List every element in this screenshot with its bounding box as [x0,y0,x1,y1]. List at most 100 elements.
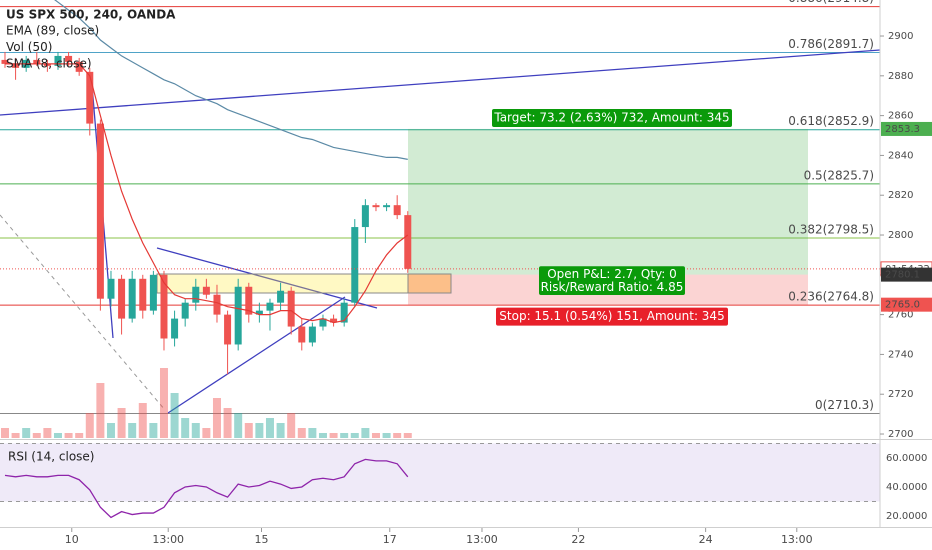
ema-line [54,0,408,160]
volume-bar [202,428,211,438]
volume-bar [234,413,243,438]
rsi-label: RSI (14, close) [8,450,94,464]
x-tick-label: 13:00 [781,533,813,546]
volume-bar [361,428,370,438]
price-box [881,297,932,312]
volume-bar [43,428,52,438]
status-label: Risk/Reward Ratio: 4.85 [541,280,684,294]
price-pane [0,0,880,438]
candle-body [128,278,136,319]
volume-bar [223,408,232,438]
candle-body [255,310,263,315]
candle-body [96,123,104,299]
volume-bar [85,413,94,438]
fib-label: 0.5(2825.7) [804,168,874,182]
candle-body [393,205,401,216]
candle-body [171,318,179,339]
candle-body [266,302,274,311]
volume-bar [96,383,105,438]
volume-bar [308,428,317,438]
volume-bar [22,428,31,438]
candle-body [361,205,369,228]
price-box [881,267,932,282]
candle-body [65,55,73,62]
x-tick-label: 22 [571,533,585,546]
volume-bar [75,433,84,438]
candle-body [149,274,157,311]
fib-label: 0.786(2891.7) [788,37,874,51]
rsi-line [4,458,409,519]
indicator-label: Vol (50) [6,40,52,54]
y-tick-label: 2820 [888,190,913,201]
volume-bar [276,423,285,438]
dashed-line [0,214,166,411]
volume-bar [329,433,338,438]
chart-title: US SPX 500, 240, OANDA [6,8,176,22]
volume-bar [181,418,190,438]
candle-body [298,326,306,343]
volume-bar [382,433,391,438]
y-tick-label: 2800 [888,230,913,241]
overlay: 0.886(2914.8) 0.786(2891.7) 0.618(2852.9) 0… [6,0,932,464]
candle-body [234,286,242,345]
volume-bar [403,433,412,438]
volume-bar [255,423,264,438]
y-tick-label: 2740 [888,349,913,360]
candle-body [118,278,126,319]
x-tick-label: 24 [699,533,713,546]
candle-body [202,286,210,295]
volume-bar [0,428,9,438]
rsi-tick-label: 20.0000 [886,511,927,522]
target-zone [408,128,808,275]
triangle-line [167,296,346,414]
candle-body [139,278,147,311]
volume-bar [340,433,349,438]
y-tick-label: 2840 [888,150,913,161]
volume-bar [318,433,327,438]
fib-label: 0.236(2764.8) [788,290,874,304]
candle-body [54,55,62,66]
price-box-label: 2780.1 [885,270,920,281]
volume-bar [297,428,306,438]
volume-bar [53,433,62,438]
position-label-box [539,266,685,296]
volume-bar [128,423,137,438]
price-box-label: 2853.3 [885,124,920,135]
y-tick-label: 2880 [888,71,913,82]
x-tick-label: 17 [383,533,397,546]
volume-bar [117,408,126,438]
candle-body [287,290,295,327]
candle-body [213,294,221,315]
candle-body [1,59,9,64]
indicator-label: SMA (8, close) [6,57,92,71]
fib-label: 0.382(2798.5) [788,223,874,237]
price-box [881,121,932,136]
position-label-box [496,307,728,326]
volume-bar [350,433,359,438]
candle-body [86,71,94,124]
trend-line [0,49,880,116]
candle-body [43,63,51,66]
candle-body [277,290,285,303]
candle-body [330,318,338,323]
zone-box [407,273,452,294]
volume-bar [138,403,147,438]
candle-body [245,286,253,315]
fib-label: 0.618(2852.9) [788,114,874,128]
triangle-line [156,247,378,309]
candle-body [107,278,115,299]
volume-bar [149,423,158,438]
candle-body [224,314,232,345]
candle-body [404,215,412,269]
candle-body [319,318,327,327]
rsi-pane [0,442,880,519]
y-tick-label: 2860 [888,111,913,122]
volume-bar [287,413,296,438]
volume-bar [11,433,20,438]
x-tick-label: 13:00 [466,533,498,546]
candle-body [351,227,359,303]
status-label: Open P&L: 2.7, Qty: 0 [547,267,677,281]
volume-bar [159,368,168,438]
